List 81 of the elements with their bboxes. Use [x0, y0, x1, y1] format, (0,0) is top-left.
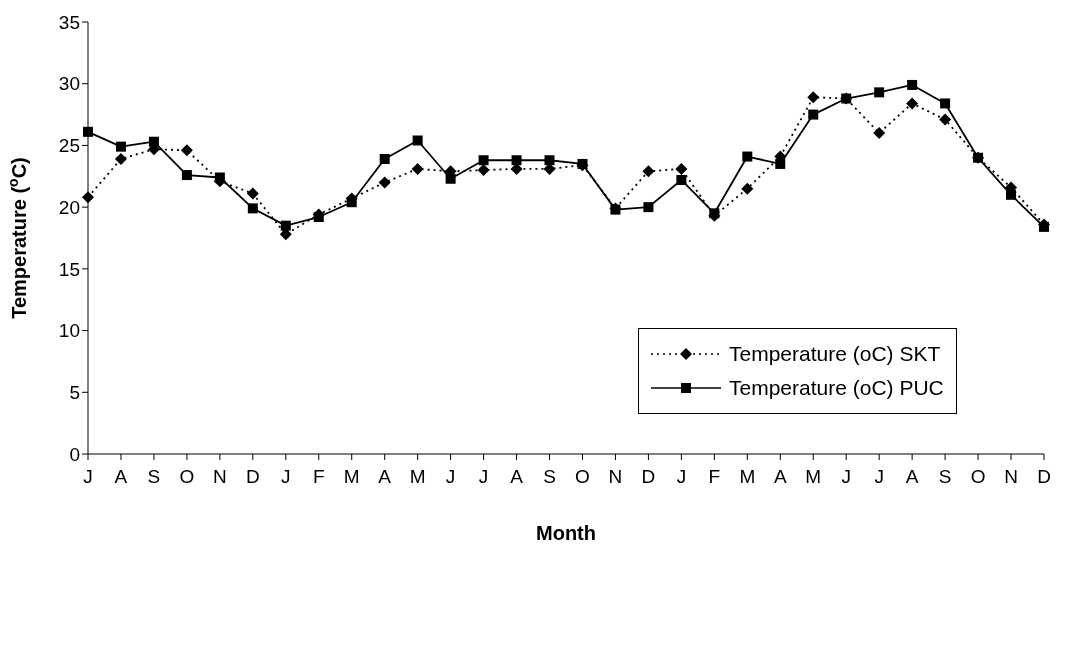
point	[246, 187, 259, 200]
x-tick-label: M	[805, 466, 822, 488]
y-tick-label: 30	[58, 73, 80, 95]
x-tick-label: J	[281, 466, 291, 488]
point	[346, 197, 357, 208]
point	[642, 165, 655, 178]
x-tick-label: D	[1037, 466, 1051, 488]
point	[378, 176, 391, 189]
x-tick-label: M	[343, 466, 360, 488]
y-tick-label: 35	[58, 11, 80, 33]
point	[808, 109, 819, 120]
point	[741, 182, 754, 195]
x-tick-label: A	[114, 466, 128, 488]
y-tick-label: 15	[58, 258, 80, 280]
legend-label: Temperature (oC) SKT	[729, 342, 941, 366]
x-tick-label: S	[543, 466, 556, 488]
point	[873, 127, 886, 140]
point	[940, 98, 951, 109]
point	[775, 158, 786, 169]
point	[675, 162, 688, 175]
point	[807, 91, 820, 104]
x-tick-label: J	[83, 466, 93, 488]
x-tick-label: J	[445, 466, 456, 488]
legend-label: Temperature (oC) PUC	[729, 376, 944, 400]
x-tick-label: O	[575, 466, 590, 488]
x-tick-label: N	[608, 466, 623, 488]
point	[1006, 189, 1017, 200]
x-tick-label: S	[938, 466, 952, 488]
x-tick-label: J	[676, 466, 687, 488]
x-tick-label: F	[312, 466, 325, 488]
x-tick-label: S	[147, 466, 161, 488]
point	[180, 144, 193, 157]
point	[477, 164, 490, 177]
point	[544, 155, 555, 166]
point	[411, 162, 424, 175]
x-tick-label: M	[739, 466, 756, 488]
point	[313, 212, 324, 223]
y-tick-label: 25	[58, 135, 80, 157]
point	[412, 135, 423, 146]
point	[742, 151, 753, 162]
point	[676, 174, 687, 185]
point	[906, 97, 919, 110]
x-tick-label: M	[409, 466, 426, 488]
point	[874, 87, 885, 98]
point	[82, 191, 94, 204]
point	[643, 202, 654, 213]
y-tick-label: 20	[58, 196, 80, 218]
x-tick-label: D	[641, 466, 656, 488]
x-tick-label: A	[378, 466, 392, 488]
y-tick-label: 0	[69, 443, 80, 465]
point	[973, 152, 984, 163]
point	[841, 93, 852, 104]
point	[907, 79, 918, 90]
y-tick-label: 5	[69, 382, 80, 404]
point	[478, 155, 489, 166]
x-tick-label: O	[970, 466, 986, 488]
point	[445, 173, 456, 184]
point	[148, 136, 159, 147]
point	[114, 153, 127, 166]
point	[511, 155, 522, 166]
point	[83, 126, 93, 137]
x-tick-label: J	[874, 466, 884, 488]
point	[939, 113, 952, 126]
x-tick-label: O	[179, 466, 195, 488]
y-tick-label: 10	[58, 320, 80, 342]
x-tick-label: A	[773, 466, 787, 488]
x-tick-label: A	[905, 466, 919, 488]
x-axis-title: Month	[536, 522, 596, 544]
point	[379, 154, 390, 165]
x-tick-label: N	[1004, 466, 1018, 488]
point	[115, 141, 126, 152]
x-tick-label: J	[841, 466, 851, 488]
point	[280, 220, 291, 231]
x-tick-label: J	[478, 466, 489, 488]
x-tick-label: A	[510, 466, 524, 488]
x-tick-label: N	[212, 466, 227, 488]
x-tick-label: D	[245, 466, 260, 488]
point	[214, 172, 225, 183]
point	[181, 170, 192, 181]
point	[247, 203, 258, 214]
x-tick-label: F	[708, 466, 721, 488]
